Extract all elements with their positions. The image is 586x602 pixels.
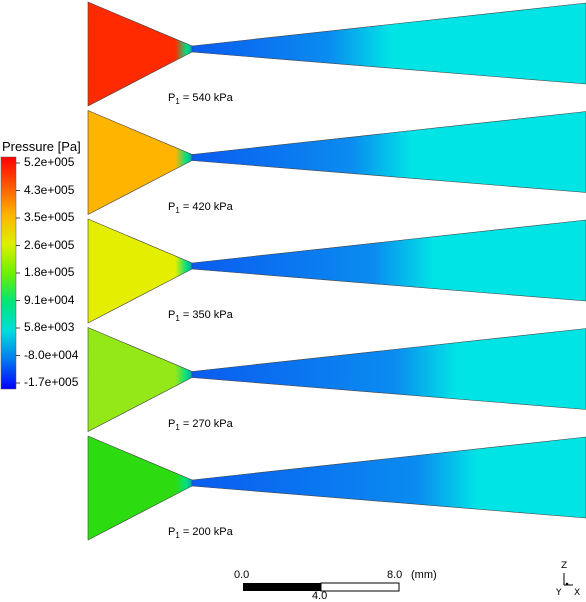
axis-z-label: Z	[561, 561, 568, 571]
legend-tick-label: 1.8e+005	[24, 265, 75, 279]
scale-bar	[243, 582, 400, 592]
inlet-region	[87, 110, 193, 215]
axis-y-label: Y	[556, 588, 562, 598]
nozzle-case	[87, 327, 586, 432]
scale-unit-label: (mm)	[411, 569, 437, 581]
pressure-label: P1 = 270 kPa	[168, 417, 233, 432]
pressure-label: P1 = 420 kPa	[168, 200, 233, 215]
pressure-label: P1 = 200 kPa	[168, 526, 233, 541]
inlet-region	[87, 218, 193, 324]
inlet-region	[87, 327, 193, 432]
pressure-label: P1 = 350 kPa	[168, 309, 233, 324]
legend-tick-label: 9.1e+004	[24, 292, 75, 307]
nozzle-case	[87, 110, 586, 215]
diverging-section	[191, 436, 586, 519]
legend-tick-label: 5.8e+003	[24, 320, 75, 334]
diverging-section	[191, 219, 586, 302]
legend-tick-label: 3.5e+005	[24, 210, 75, 224]
legend-tick-label: 2.6e+005	[24, 237, 75, 252]
axis-triad-icon	[563, 573, 573, 586]
legend-tick-label: 4.3e+005	[24, 182, 75, 197]
scale-middle-label: 4.0	[312, 590, 328, 602]
nozzle-case	[87, 218, 586, 324]
diverging-section	[191, 111, 586, 193]
legend-tick-label: -8.0e+004	[24, 347, 79, 362]
legend-tick-label: 5.2e+005	[24, 155, 75, 169]
inlet-region	[87, 1, 193, 107]
axis-x-label: X	[574, 588, 581, 598]
nozzle-case	[87, 435, 586, 541]
pressure-label: P1 = 540 kPa	[168, 92, 233, 107]
diverging-section	[191, 2, 586, 85]
legend-tick-label: -1.7e+005	[24, 375, 79, 389]
legend-title: Pressure [Pa]	[2, 139, 81, 154]
nozzle-cases	[87, 1, 586, 541]
inlet-region	[87, 435, 193, 541]
scale-right-label: 8.0	[387, 569, 403, 581]
scale-left-label: 0.0	[234, 569, 250, 581]
nozzle-case	[87, 1, 586, 107]
legend-color-bar	[0, 156, 20, 390]
diverging-section	[191, 328, 586, 410]
